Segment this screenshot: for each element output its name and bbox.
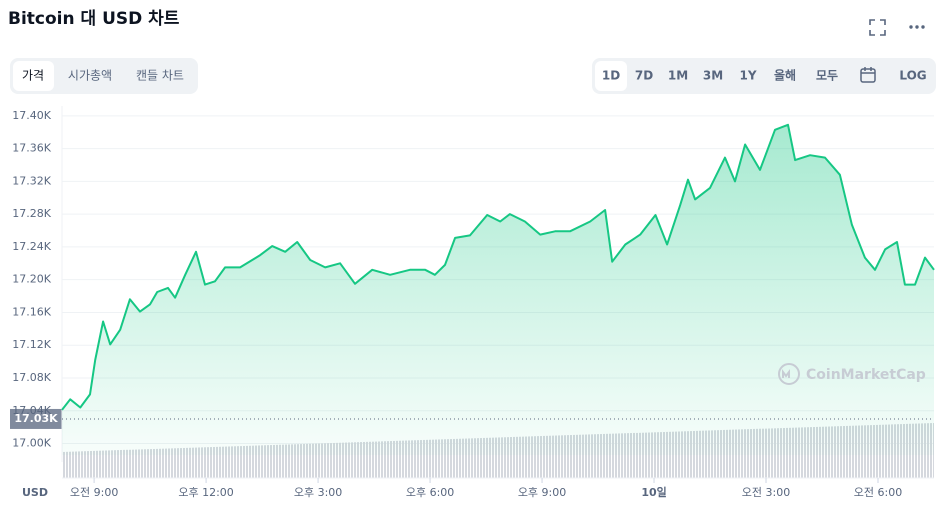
tab[interactable]: 시가총액 [68,69,112,83]
price-line [61,123,935,411]
y-tick-label: 17.08K [12,371,51,384]
reference-badge [10,408,62,429]
title: Bitcoin 대 USD 차트 [8,9,180,29]
y-tick-label: 17.36K [12,142,51,155]
x-tick-label: 오전 6:00 [854,486,902,499]
y-tick-label: 17.28K [12,207,51,220]
x-tick-label: 오후 3:00 [294,486,342,499]
watermark-logo [778,363,800,385]
tab[interactable]: 가격 [22,69,44,83]
calendar-icon[interactable] [860,67,876,83]
range-button[interactable]: 3M [703,69,723,83]
range-button[interactable]: 1Y [739,69,756,83]
x-tick-label: 오전 9:00 [70,486,118,499]
x-tick-label: 오전 3:00 [742,486,790,499]
y-tick-label: 17.00K [12,437,51,450]
x-tick-label: 오후 6:00 [406,486,454,499]
currency-label: USD [22,486,48,499]
y-tick-label: 17.12K [12,338,51,351]
area [62,124,934,456]
x-tick-label: 10일 [641,485,666,499]
x-tick-label: 오후 9:00 [518,486,566,499]
expand-icon[interactable] [869,19,886,36]
range-button[interactable]: 7D [635,69,653,83]
tab-group [10,58,198,94]
y-tick-label: 17.24K [12,240,51,253]
y-tick-label: 17.32K [12,174,51,187]
range-button[interactable]: 1D [602,69,620,83]
y-tick-label: 17.04K [12,404,51,417]
range-button[interactable]: 1M [668,69,688,83]
tab-selected [13,61,54,91]
y-tick-label: 17.16K [12,305,51,318]
range-group [592,58,936,94]
y-tick-label: 17.40K [12,109,51,122]
x-tick-label: 오후 12:00 [178,486,233,499]
more-icon[interactable] [909,25,925,29]
range-button[interactable]: 모두 [816,69,838,83]
watermark: CoinMarketCap [806,367,926,383]
range-button[interactable]: 올해 [774,69,796,83]
y-tick-label: 17.20K [12,273,51,286]
reference-label: 17.03K [14,412,58,425]
tab[interactable]: 캔들 차트 [136,69,184,83]
range-selected [595,61,627,91]
log-button[interactable]: LOG [899,69,926,83]
